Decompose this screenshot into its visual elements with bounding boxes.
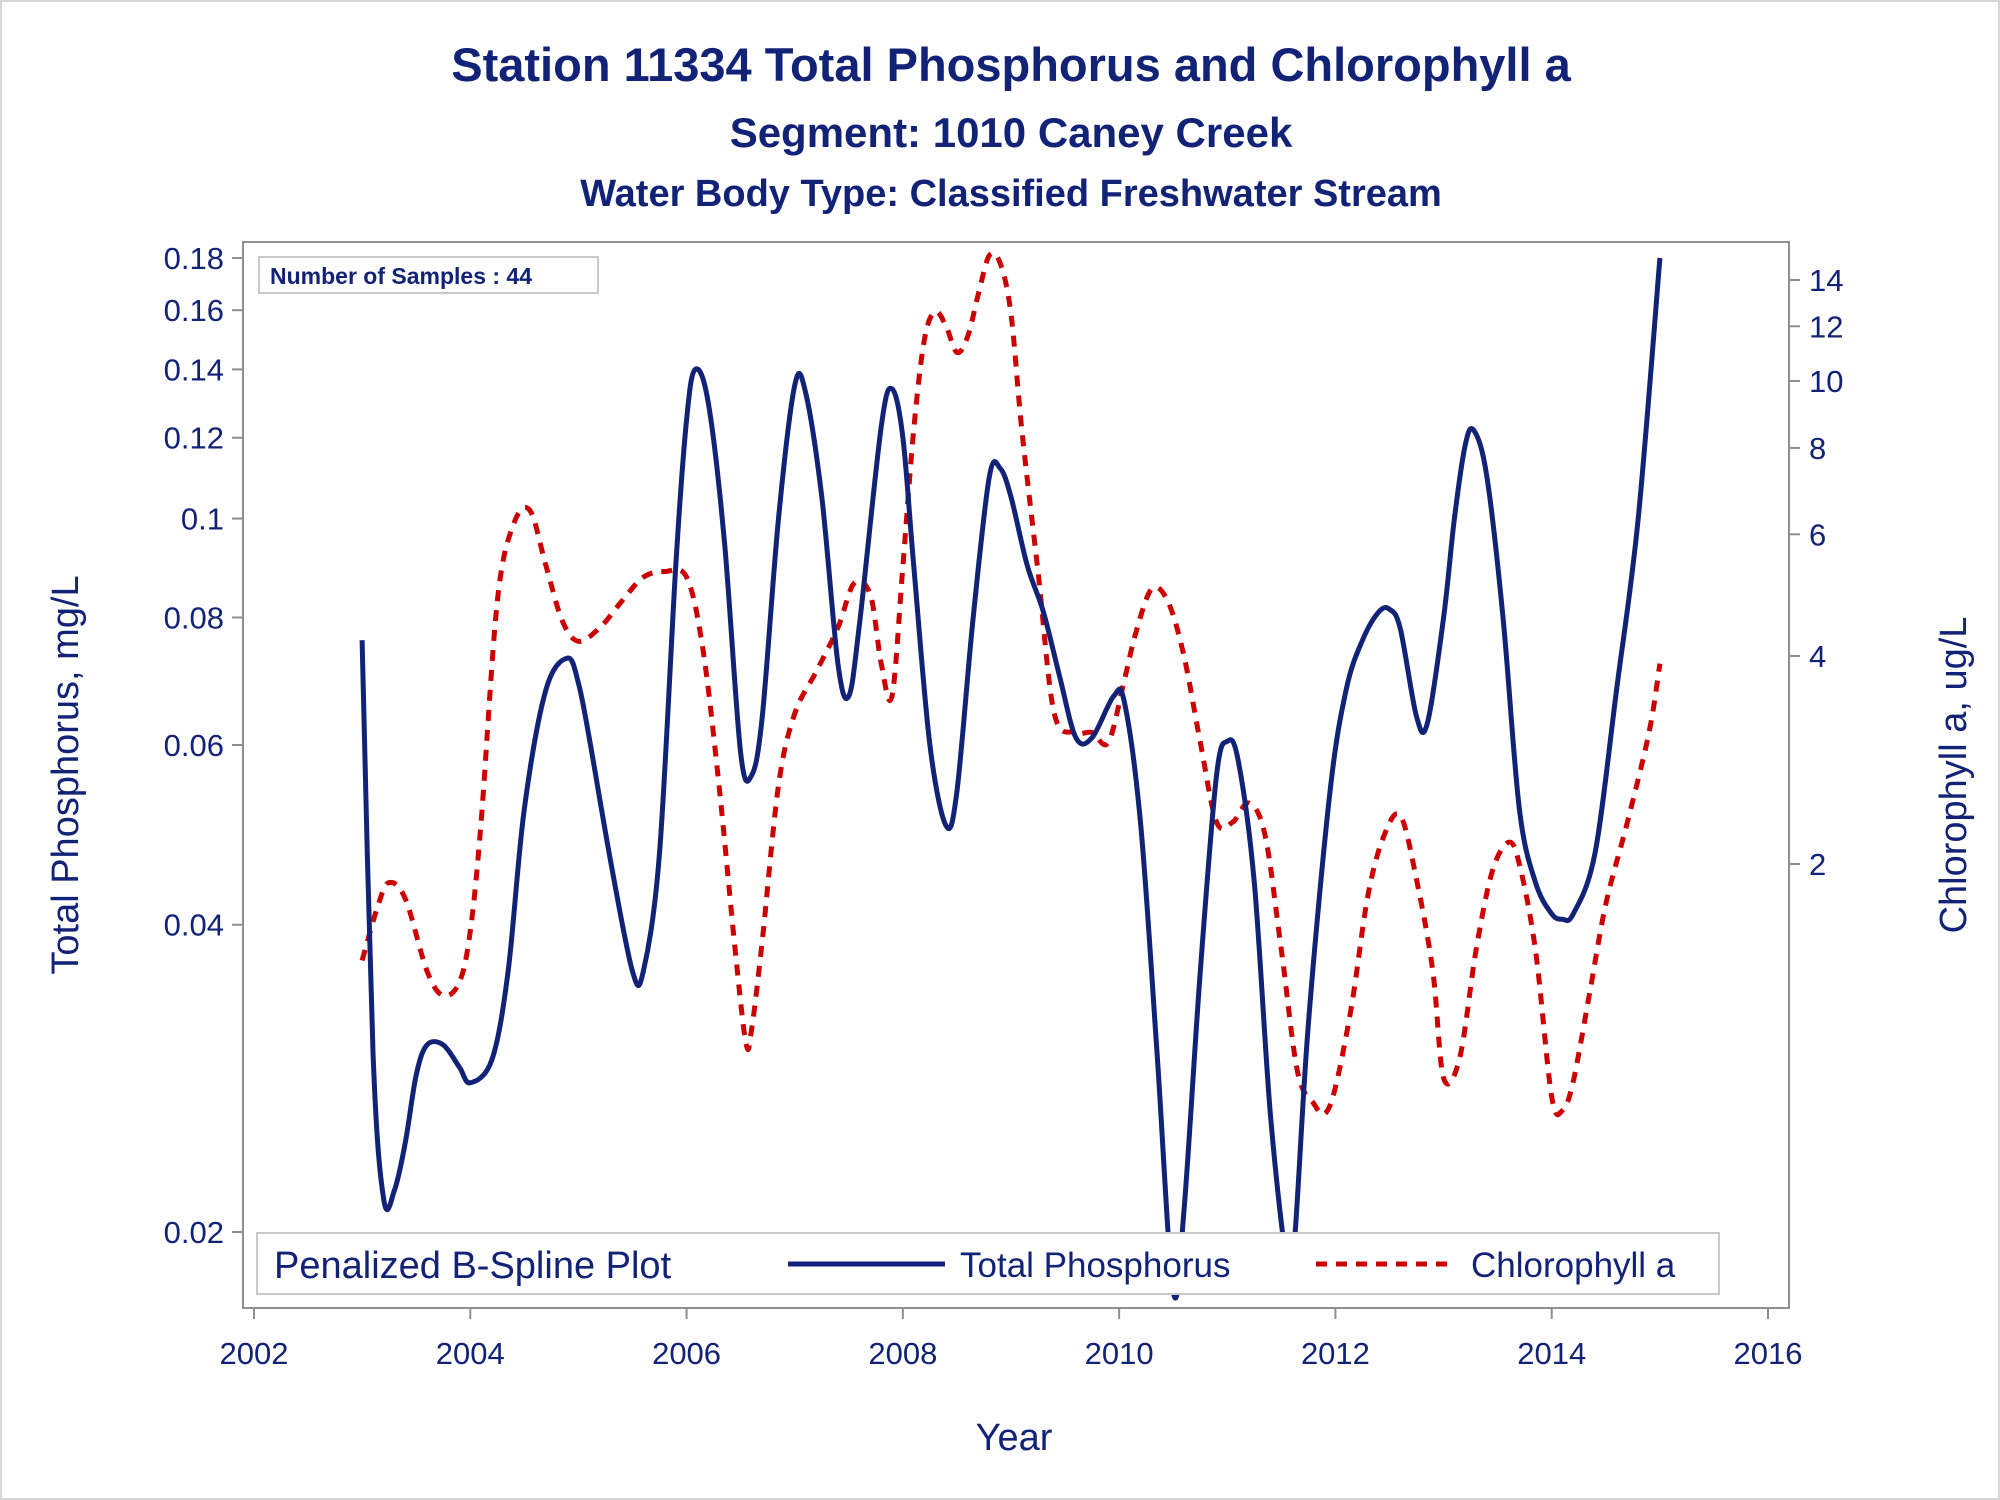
y-right-tick-label-8: 8 bbox=[1809, 431, 1826, 466]
samples-inset-label: Number of Samples : 44 bbox=[270, 263, 532, 289]
y-axis-left: 0.02 0.04 0.06 0.08 0.1 0.12 0.14 0.16 0.18 bbox=[164, 241, 243, 1250]
x-axis-label: Year bbox=[976, 1417, 1053, 1459]
y-axis-right: 2 4 6 8 10 12 14 bbox=[1789, 263, 1843, 882]
x-tick-label-2006: 2006 bbox=[652, 1336, 721, 1371]
series-lines bbox=[359, 250, 1663, 1301]
y-right-tick-label-6: 6 bbox=[1809, 517, 1826, 552]
plot-area-border bbox=[242, 241, 1790, 1309]
legend-box bbox=[256, 1232, 1720, 1295]
chart-subtitle-water-body: Water Body Type: Classified Freshwater S… bbox=[580, 173, 1442, 215]
y-left-tick-label-0.08: 0.08 bbox=[164, 600, 224, 635]
y-right-tick-label-4: 4 bbox=[1809, 639, 1826, 674]
series-line-chlorophyll-a bbox=[359, 250, 1663, 1118]
x-tick-label-2014: 2014 bbox=[1517, 1336, 1586, 1371]
y-left-tick-label-0.12: 0.12 bbox=[164, 421, 224, 456]
series-line-total-phosphorus bbox=[359, 257, 1663, 1301]
x-axis: 2002 2004 2006 2008 2010 2012 2014 2016 bbox=[220, 1308, 1803, 1371]
legend-title: Penalized B-Spline Plot bbox=[274, 1245, 672, 1287]
x-tick-label-2010: 2010 bbox=[1085, 1336, 1154, 1371]
chart-subtitle-segment: Segment: 1010 Caney Creek bbox=[730, 109, 1293, 156]
y-right-tick-label-2: 2 bbox=[1809, 847, 1826, 882]
x-tick-label-2004: 2004 bbox=[436, 1336, 505, 1371]
y-left-tick-label-0.02: 0.02 bbox=[164, 1215, 224, 1250]
y-left-tick-label-0.16: 0.16 bbox=[164, 293, 224, 328]
y-axis-right-label: Chlorophyll a, ug/L bbox=[1933, 617, 1975, 934]
y-right-tick-label-14: 14 bbox=[1809, 263, 1843, 298]
x-tick-label-2002: 2002 bbox=[220, 1336, 289, 1371]
y-left-tick-label-0.04: 0.04 bbox=[164, 908, 224, 943]
x-tick-label-2012: 2012 bbox=[1301, 1336, 1370, 1371]
x-tick-label-2008: 2008 bbox=[868, 1336, 937, 1371]
legend-label-chlorophyll: Chlorophyll a bbox=[1471, 1246, 1676, 1285]
y-left-tick-label-0.06: 0.06 bbox=[164, 728, 224, 763]
y-left-tick-label-0.14: 0.14 bbox=[164, 352, 224, 387]
samples-inset-box bbox=[258, 256, 599, 294]
y-left-tick-label-0.1: 0.1 bbox=[181, 502, 224, 537]
chart-title: Station 11334 Total Phosphorus and Chlor… bbox=[451, 38, 1571, 91]
legend-label-phosphorus: Total Phosphorus bbox=[960, 1246, 1230, 1285]
x-tick-label-2016: 2016 bbox=[1734, 1336, 1803, 1371]
legend: Penalized B-Spline Plot Total Phosphorus… bbox=[256, 1232, 1720, 1295]
y-right-tick-label-10: 10 bbox=[1809, 364, 1843, 399]
y-right-tick-label-12: 12 bbox=[1809, 309, 1843, 344]
y-axis-left-label: Total Phosphorus, mg/L bbox=[45, 575, 87, 974]
y-left-tick-label-0.18: 0.18 bbox=[164, 241, 224, 276]
